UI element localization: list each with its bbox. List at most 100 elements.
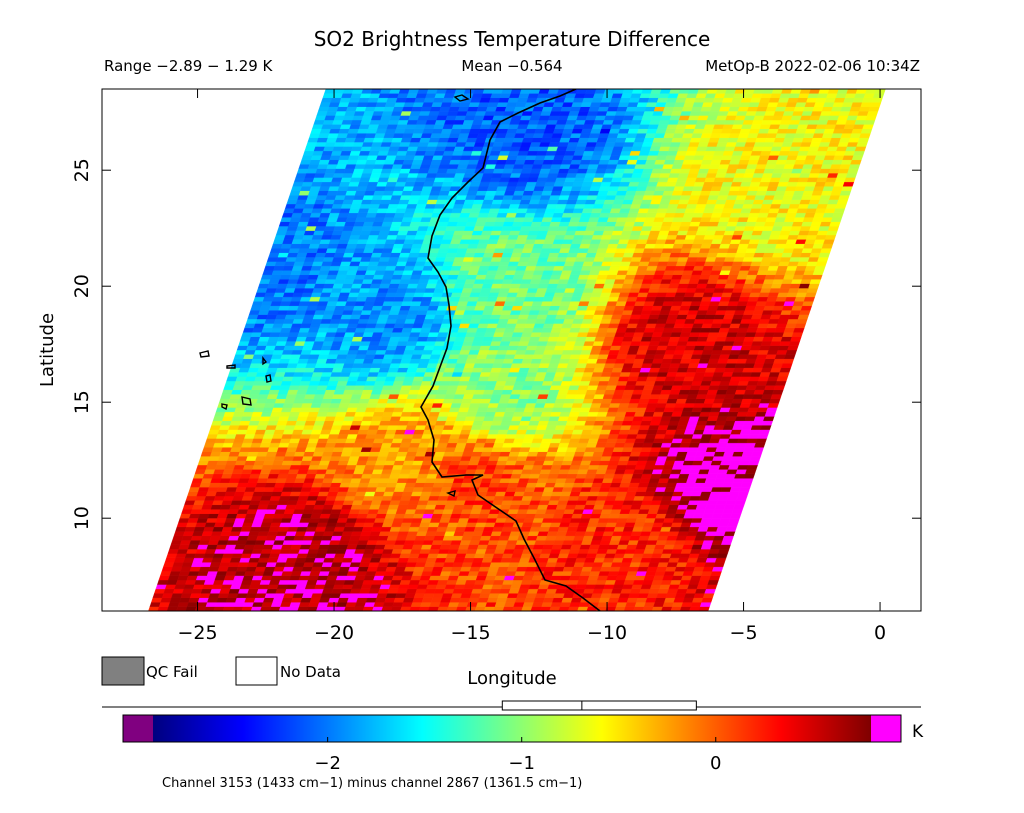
swath-pixel bbox=[432, 292, 444, 298]
swath-pixel bbox=[676, 425, 688, 430]
swath-pixel bbox=[604, 305, 617, 311]
swath-pixel bbox=[300, 460, 312, 466]
swath-pixel bbox=[161, 566, 174, 572]
swath-pixel bbox=[730, 513, 742, 519]
swath-pixel bbox=[329, 456, 342, 461]
swath-pixel bbox=[213, 469, 225, 475]
swath-pixel bbox=[557, 553, 570, 559]
swath-pixel bbox=[716, 442, 729, 448]
swath-pixel bbox=[320, 566, 332, 572]
swath-pixel bbox=[251, 495, 263, 501]
swath-pixel bbox=[417, 389, 430, 395]
swath-pixel bbox=[506, 566, 519, 572]
swath-pixel bbox=[475, 522, 487, 528]
swath-pixel bbox=[303, 588, 315, 594]
swath-pixel bbox=[626, 323, 639, 329]
swath-pixel bbox=[727, 464, 740, 470]
swath-pixel bbox=[424, 341, 437, 346]
swath-pixel bbox=[594, 252, 607, 258]
swath-pixel bbox=[376, 593, 388, 598]
swath-pixel bbox=[354, 602, 367, 607]
swath-pixel bbox=[615, 274, 627, 280]
swath-pixel bbox=[748, 349, 760, 355]
swath-pixel bbox=[393, 571, 405, 576]
swath-pixel bbox=[311, 509, 324, 514]
swath-pixel bbox=[533, 349, 546, 355]
swath-pixel bbox=[423, 318, 435, 324]
swath-pixel bbox=[627, 540, 640, 545]
swath-pixel bbox=[577, 332, 589, 337]
swath-pixel bbox=[443, 314, 455, 320]
swath-pixel bbox=[371, 416, 383, 421]
swath-pixel bbox=[326, 411, 338, 417]
swath-pixel bbox=[385, 318, 398, 324]
swath-pixel bbox=[336, 327, 348, 333]
swath-pixel bbox=[582, 509, 594, 514]
swath-pixel bbox=[820, 248, 832, 253]
swath-pixel bbox=[198, 540, 211, 545]
swath-pixel bbox=[289, 438, 301, 444]
swath-pixel bbox=[690, 301, 702, 306]
swath-pixel bbox=[599, 540, 612, 545]
swath-pixel bbox=[503, 301, 516, 306]
swath-pixel bbox=[372, 274, 385, 280]
swath-pixel bbox=[345, 354, 358, 359]
swath-pixel bbox=[461, 451, 474, 457]
swath-pixel bbox=[435, 447, 447, 452]
swath-pixel bbox=[698, 469, 710, 475]
swath-pixel bbox=[589, 433, 601, 439]
swath-pixel bbox=[348, 292, 360, 298]
swath-pixel bbox=[620, 341, 633, 346]
swath-pixel bbox=[396, 425, 408, 430]
swath-pixel bbox=[313, 283, 326, 289]
swath-pixel bbox=[198, 486, 210, 492]
swath-pixel bbox=[685, 425, 697, 430]
swath-pixel bbox=[255, 593, 267, 598]
swath-pixel bbox=[767, 292, 780, 298]
swath-pixel bbox=[583, 504, 596, 510]
swath-pixel bbox=[683, 486, 695, 492]
swath-pixel bbox=[455, 416, 467, 421]
swath-pixel bbox=[266, 504, 279, 510]
swath-pixel bbox=[677, 420, 690, 426]
swath-pixel bbox=[227, 509, 240, 514]
swath-pixel bbox=[721, 345, 734, 351]
swath-pixel bbox=[642, 579, 654, 585]
swath-pixel bbox=[376, 482, 389, 488]
swath-pixel bbox=[323, 447, 335, 452]
swath-pixel bbox=[319, 323, 331, 329]
swath-pixel bbox=[557, 416, 570, 421]
swath-pixel bbox=[426, 310, 438, 315]
swath-pixel bbox=[328, 349, 340, 355]
swath-pixel bbox=[257, 394, 269, 399]
swath-pixel bbox=[690, 438, 702, 444]
swath-pixel bbox=[535, 456, 547, 461]
swath-pixel bbox=[526, 398, 538, 404]
swath-pixel bbox=[347, 239, 359, 245]
swath-pixel bbox=[738, 270, 750, 275]
swath-pixel bbox=[692, 349, 704, 355]
swath-pixel bbox=[689, 248, 702, 253]
swath-pixel bbox=[821, 243, 834, 249]
swath-pixel bbox=[189, 566, 202, 572]
swath-pixel bbox=[311, 593, 323, 598]
swath-pixel bbox=[755, 274, 767, 280]
swath-pixel bbox=[205, 464, 217, 470]
swath-pixel bbox=[624, 548, 637, 554]
swath-pixel bbox=[817, 256, 829, 262]
swath-pixel bbox=[569, 602, 581, 607]
swath-pixel bbox=[404, 292, 416, 298]
swath-pixel bbox=[667, 314, 679, 320]
swath-pixel bbox=[600, 318, 612, 324]
swath-pixel bbox=[749, 345, 762, 351]
swath-pixel bbox=[267, 473, 280, 479]
swath-pixel bbox=[369, 394, 381, 399]
swath-pixel bbox=[382, 411, 394, 417]
swath-pixel bbox=[751, 341, 763, 346]
swath-pixel bbox=[447, 274, 459, 280]
swath-pixel bbox=[508, 341, 521, 346]
swath-pixel bbox=[343, 252, 355, 258]
swath-pixel bbox=[166, 553, 178, 559]
swath-pixel bbox=[791, 305, 803, 311]
swath-pixel bbox=[629, 562, 641, 567]
